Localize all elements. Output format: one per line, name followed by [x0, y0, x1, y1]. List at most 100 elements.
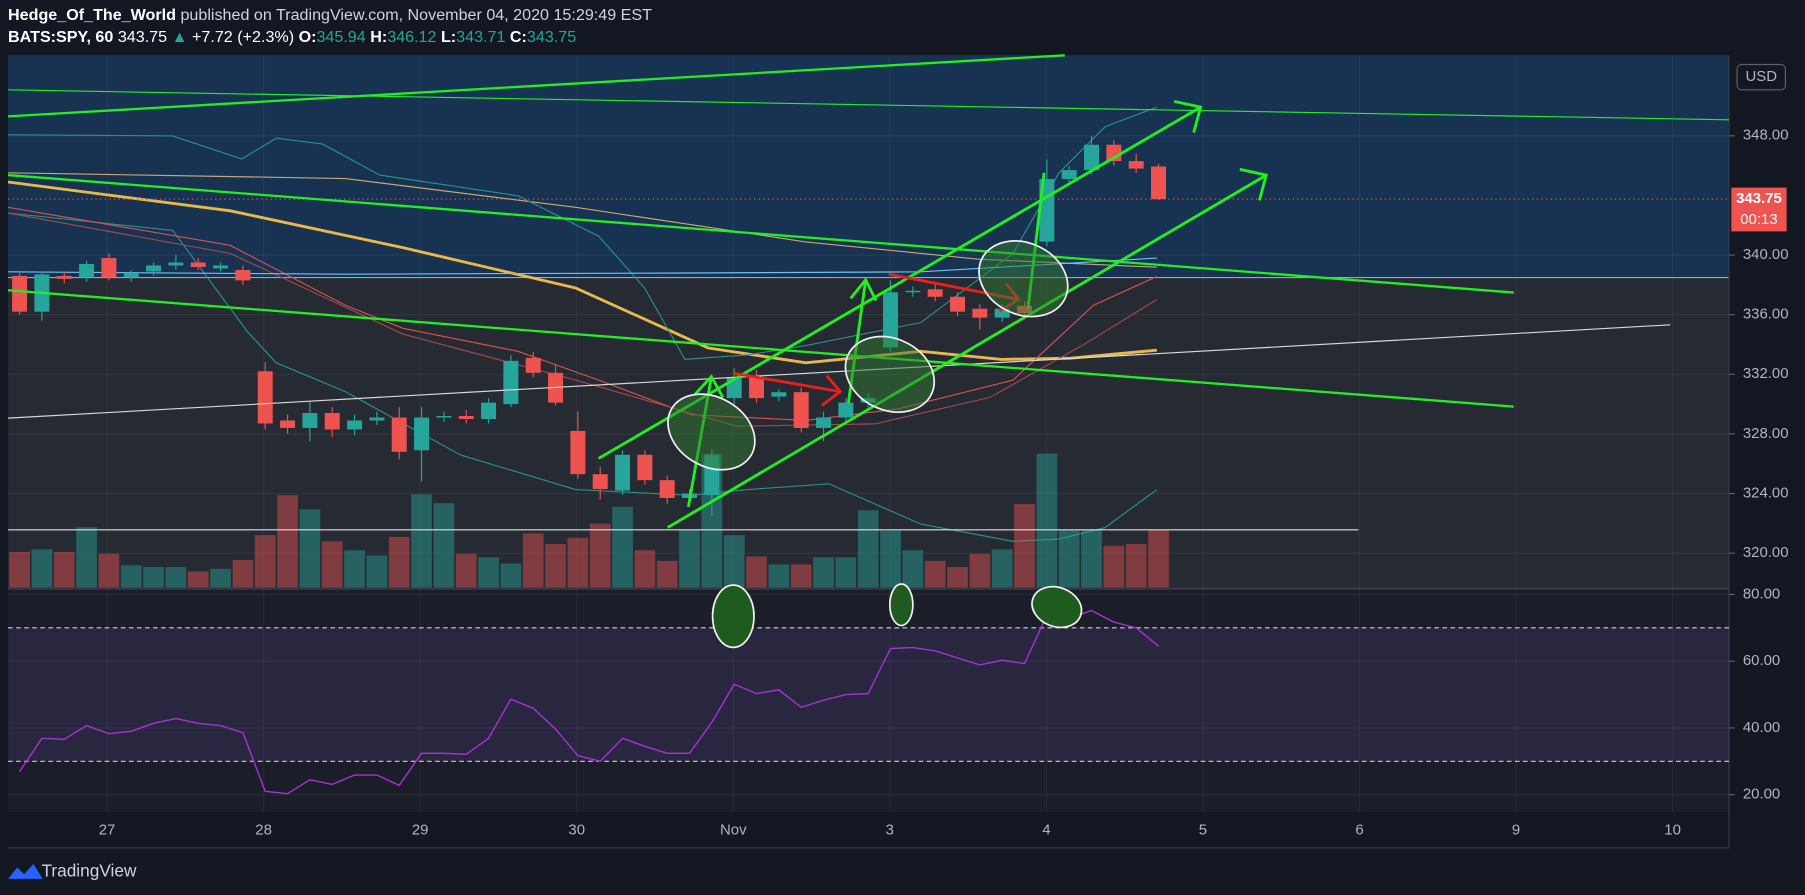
y-tick-label: 324.00	[1743, 484, 1789, 501]
shaded-zone	[8, 55, 1730, 278]
volume-bar	[1148, 529, 1169, 588]
candle-body	[793, 392, 809, 428]
highlight	[978, 240, 1069, 318]
candle-body	[235, 269, 251, 281]
candle-body	[190, 262, 206, 267]
volume-bar	[1058, 529, 1080, 588]
candle-body	[79, 263, 95, 278]
x-tick-label: 9	[1512, 821, 1520, 838]
volume-bar	[455, 553, 477, 588]
volume-bar	[1036, 453, 1058, 588]
ohlc-label: C:	[510, 28, 527, 46]
x-tick-label: 6	[1355, 821, 1363, 838]
trend-line	[7, 54, 1065, 118]
currency-box	[1736, 63, 1787, 91]
candle-body	[414, 417, 430, 451]
candle-body	[883, 292, 899, 348]
candle-body	[458, 416, 474, 420]
ohlc-label: O:	[299, 28, 317, 46]
volume-bar	[835, 557, 857, 588]
arrow-head	[1239, 167, 1269, 201]
y-tick-label: 80.00	[1743, 585, 1780, 602]
volume-bar	[768, 564, 790, 588]
ohlc-value: 346.12	[387, 28, 436, 46]
candle-body	[615, 454, 631, 491]
y-tick-label: 340.00	[1743, 246, 1789, 263]
volume-bar	[567, 537, 589, 588]
rsi-band	[8, 627, 1730, 762]
candle-body	[659, 480, 675, 499]
candle-body	[101, 258, 117, 278]
candle-body	[503, 360, 519, 405]
volume-bar	[723, 535, 745, 588]
volume-bar	[210, 568, 231, 588]
candle-body	[257, 371, 273, 424]
candle-body	[838, 402, 854, 418]
x-tick-label: 27	[99, 821, 116, 838]
candle-body	[391, 417, 407, 452]
volume-bar	[746, 556, 767, 588]
volume-bar	[98, 553, 120, 588]
volume-bar	[612, 506, 633, 588]
volume-bar	[500, 563, 522, 588]
x-tick-label: 5	[1199, 821, 1207, 838]
candle-body	[771, 392, 787, 397]
author: Hedge_Of_The_World	[8, 6, 176, 24]
y-tick-label: 328.00	[1743, 425, 1789, 442]
volume-bar	[277, 495, 298, 588]
symbol: BATS:SPY, 60	[8, 28, 113, 46]
candle-body	[927, 289, 943, 297]
price-badge	[1731, 187, 1787, 232]
arrow-head	[821, 374, 843, 407]
axes: 348.00340.00336.00332.00328.00324.00320.…	[99, 127, 1789, 839]
y-tick-label: 40.00	[1743, 719, 1780, 736]
trend-line	[7, 173, 1514, 294]
rsi-line	[18, 609, 1159, 795]
volume-bar	[344, 550, 365, 588]
x-tick-label: Nov	[720, 821, 747, 838]
highlight	[844, 335, 936, 413]
candle-body	[369, 417, 385, 421]
channel-arrow	[666, 173, 1267, 529]
ohlc-value: 343.75	[527, 28, 576, 46]
x-tick-label: 28	[255, 821, 272, 838]
volume-bar	[366, 555, 388, 588]
volume-bar	[411, 494, 432, 588]
highlight	[711, 584, 755, 649]
volume-bar	[120, 565, 142, 588]
candle-body	[347, 420, 363, 430]
volume-bar	[1103, 545, 1125, 588]
candle-body	[146, 265, 162, 272]
ohlc-label: L:	[441, 28, 456, 46]
volume-bar	[969, 553, 991, 588]
volume-bar	[76, 527, 97, 588]
highlight	[888, 583, 914, 627]
price-label: 343.75	[1736, 190, 1782, 207]
volume-bar	[522, 533, 544, 588]
rsi-pane	[8, 589, 1730, 813]
trend-line	[8, 89, 1730, 121]
volume-bar	[478, 557, 499, 588]
volume-bar	[1014, 504, 1035, 588]
volume-bar	[545, 543, 566, 588]
ohlc-label: H:	[370, 28, 387, 46]
x-tick-label: 4	[1042, 821, 1050, 838]
candle-body	[213, 265, 229, 269]
volume-bar	[165, 567, 187, 588]
candle-body	[280, 420, 296, 428]
volume-bar	[1125, 543, 1147, 588]
candle-body	[950, 296, 966, 312]
candle-body	[56, 275, 72, 279]
brand: TradingView	[41, 861, 137, 881]
highlight	[667, 393, 756, 471]
volume-bar	[31, 549, 53, 588]
volume-bar	[388, 536, 410, 588]
bollinger-upper	[8, 106, 1158, 360]
volume-bar	[53, 551, 75, 588]
trend-line	[8, 324, 1671, 419]
volume-bar	[321, 541, 343, 588]
drawings	[7, 54, 1730, 649]
y-tick-label: 348.00	[1743, 127, 1789, 144]
